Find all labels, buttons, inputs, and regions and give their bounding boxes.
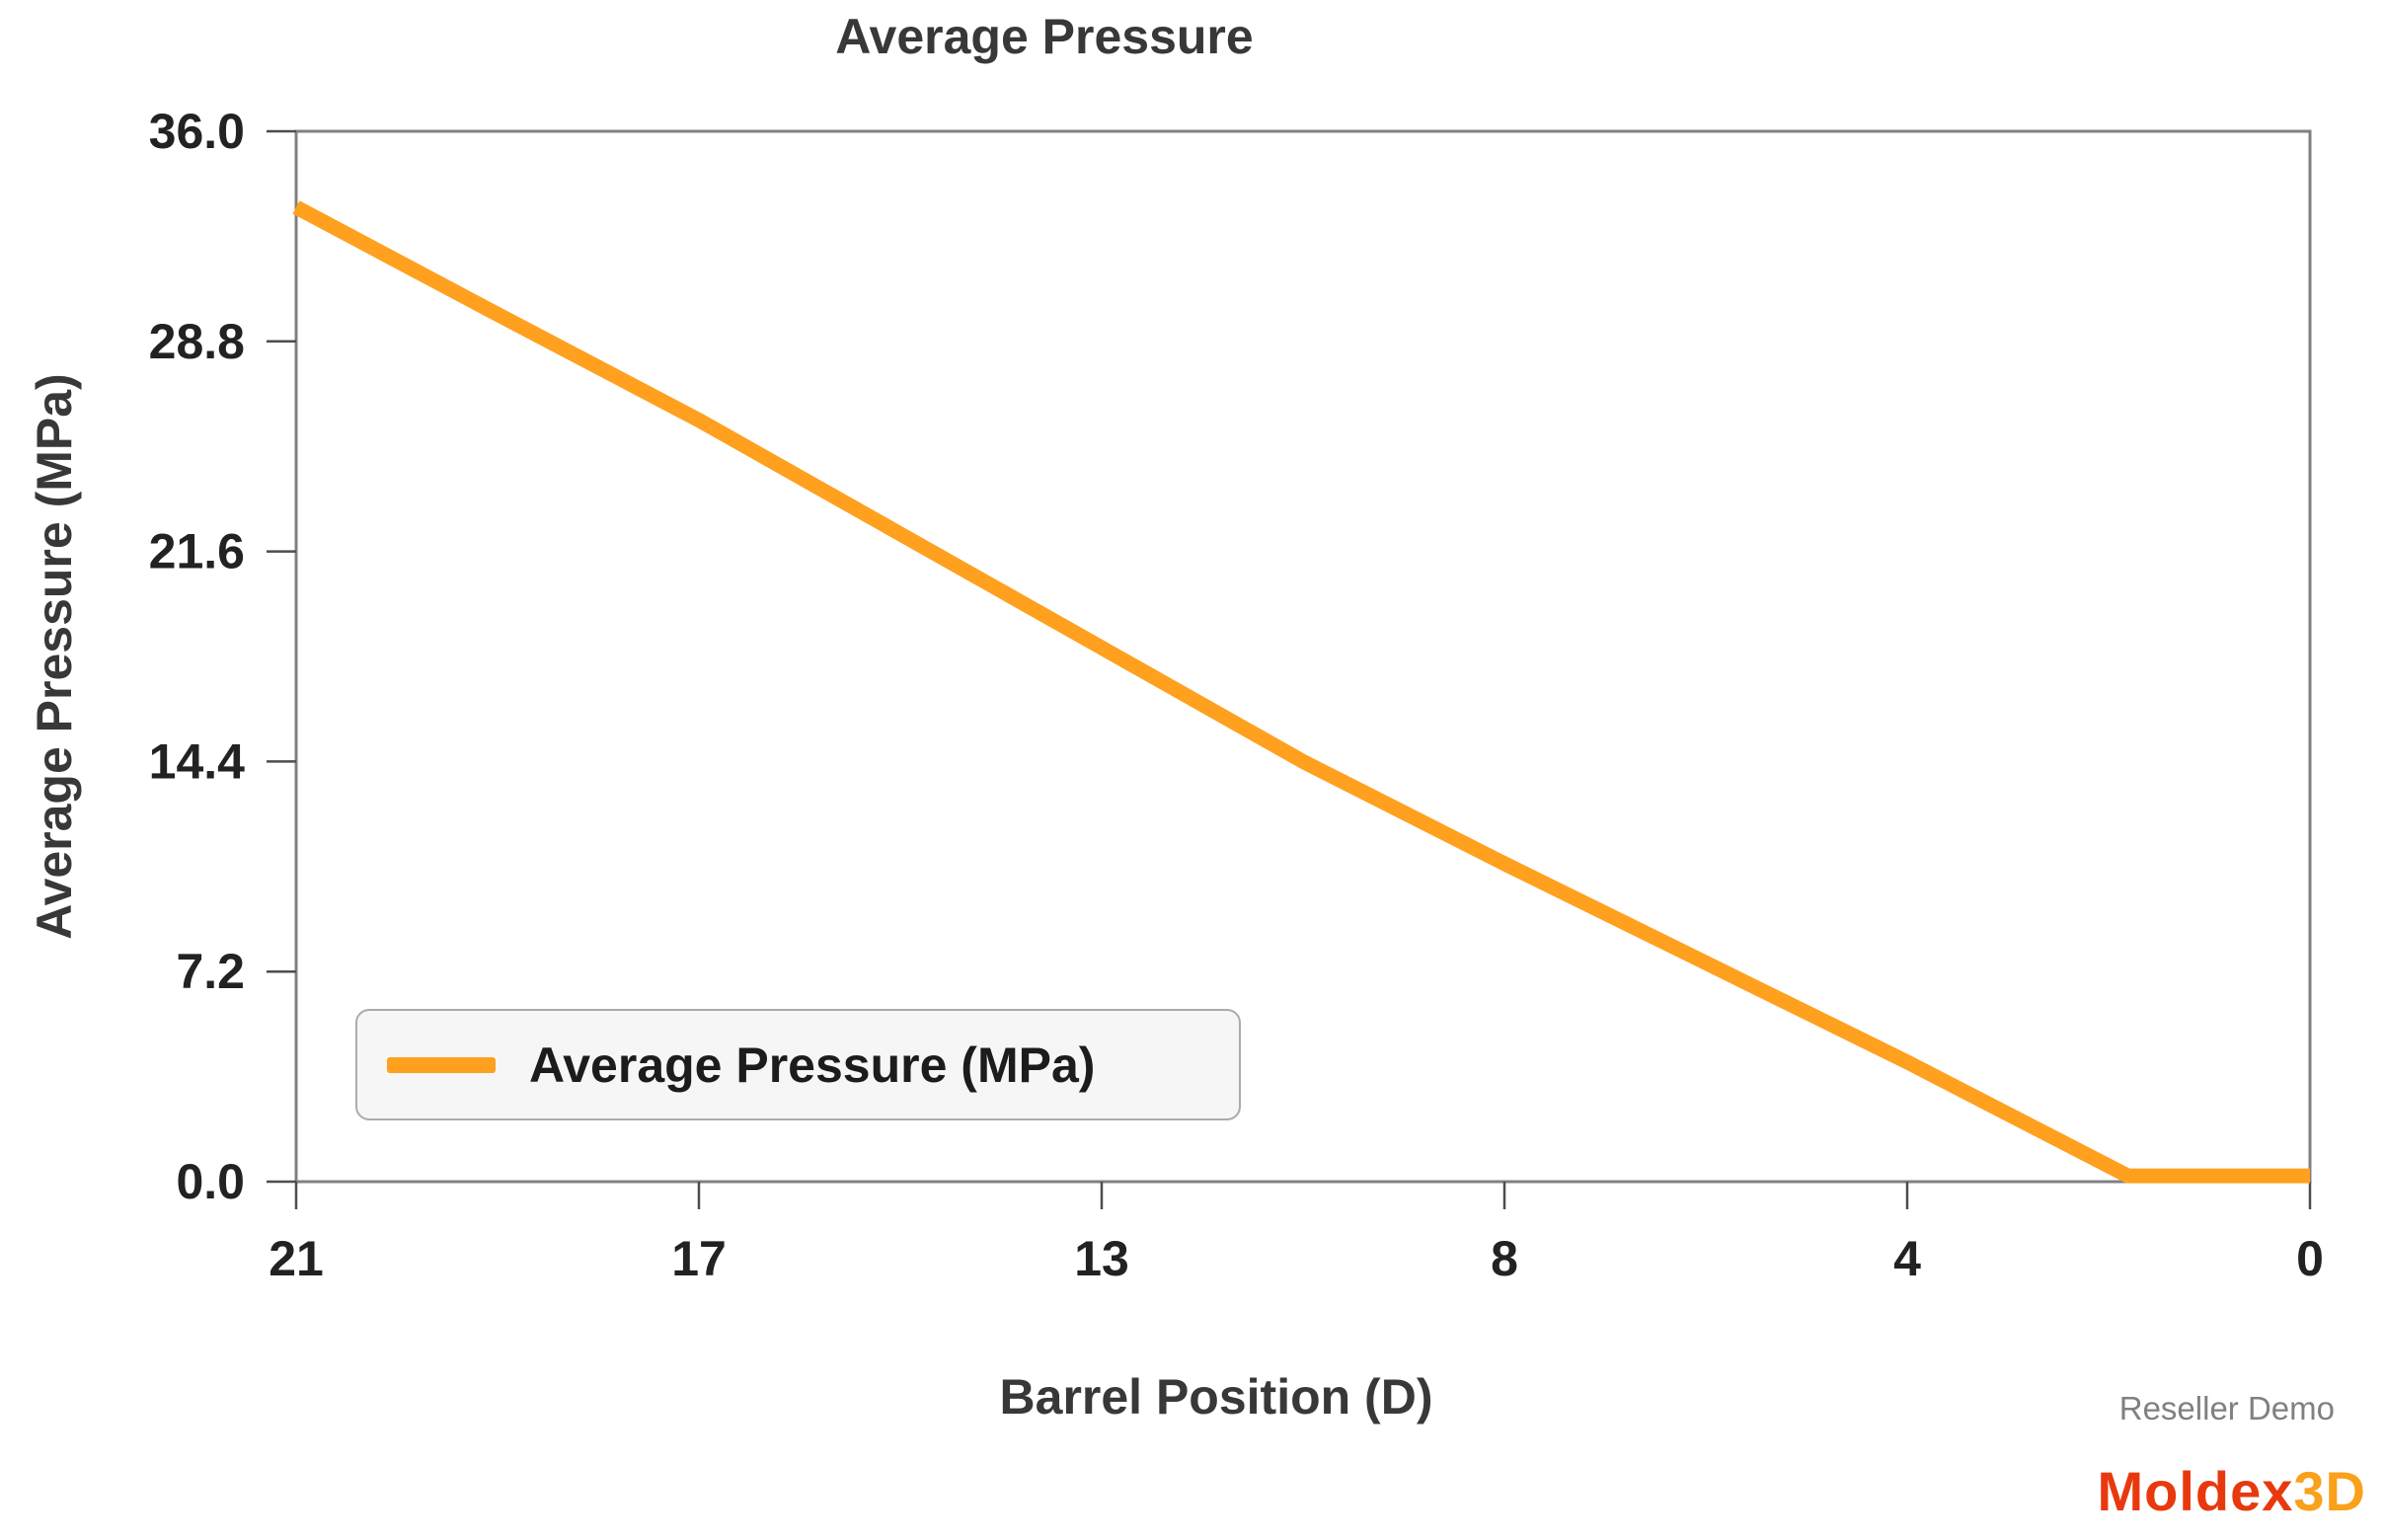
logo-part-3d: 3D [2293,1460,2366,1522]
x-tick-label: 0 [2296,1231,2324,1286]
y-tick-label: 7.2 [176,944,245,999]
y-tick-label: 21.6 [149,524,245,579]
moldex3d-logo: Moldex3D [2097,1459,2366,1523]
y-tick-label: 0.0 [176,1154,245,1209]
y-tick-label: 28.8 [149,314,245,369]
legend-line-swatch [387,1056,496,1073]
watermark-text: Reseller Demo [2118,1390,2335,1426]
x-tick-label: 4 [1893,1231,1921,1286]
pressure-curve [292,200,2310,1184]
x-tick-label: 17 [671,1231,727,1286]
x-axis-title: Barrel Position (D) [999,1369,1433,1424]
x-tick-label: 13 [1074,1231,1129,1286]
chart-title: Average Pressure [835,9,1254,64]
y-tick-label: 36.0 [149,104,245,159]
legend-box: Average Pressure (MPa) [355,1009,1241,1120]
legend-label: Average Pressure (MPa) [529,1037,1096,1093]
x-tick-label: 8 [1491,1231,1518,1286]
y-tick-label: 14.4 [149,733,246,789]
x-tick-label: 21 [269,1231,324,1286]
plot-border [294,129,2312,1184]
logo-part-moldex: Moldex [2097,1460,2294,1522]
